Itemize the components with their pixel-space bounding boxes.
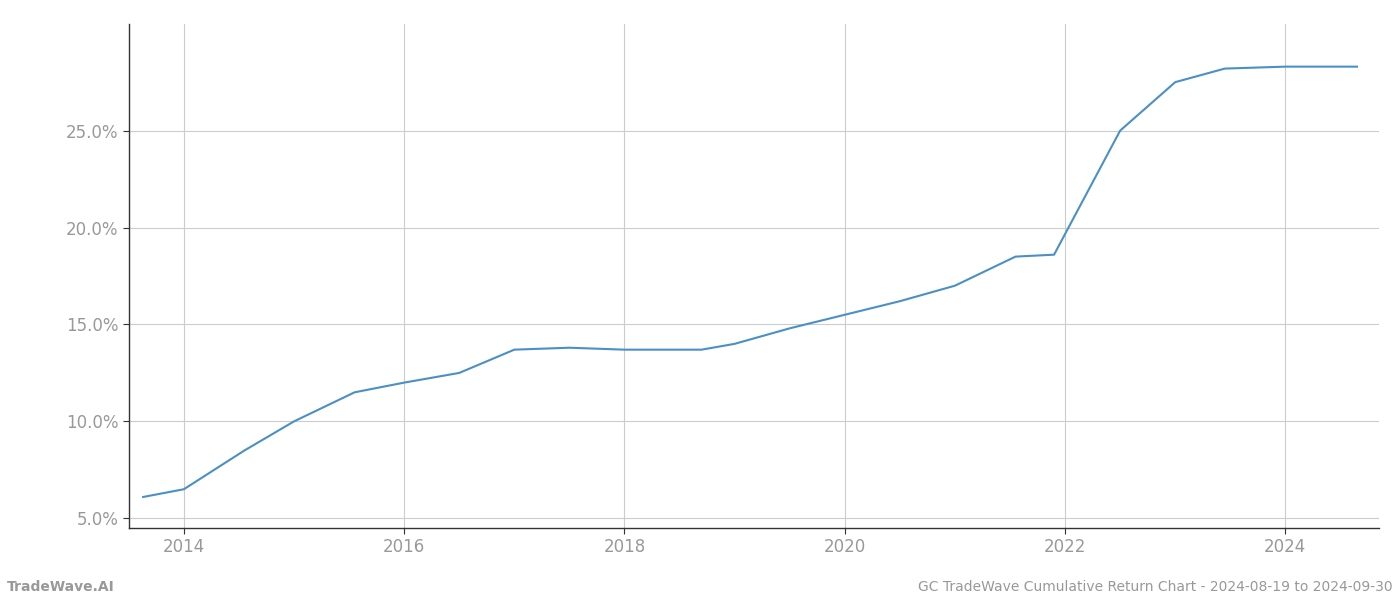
Text: GC TradeWave Cumulative Return Chart - 2024-08-19 to 2024-09-30: GC TradeWave Cumulative Return Chart - 2… (918, 580, 1393, 594)
Text: TradeWave.AI: TradeWave.AI (7, 580, 115, 594)
